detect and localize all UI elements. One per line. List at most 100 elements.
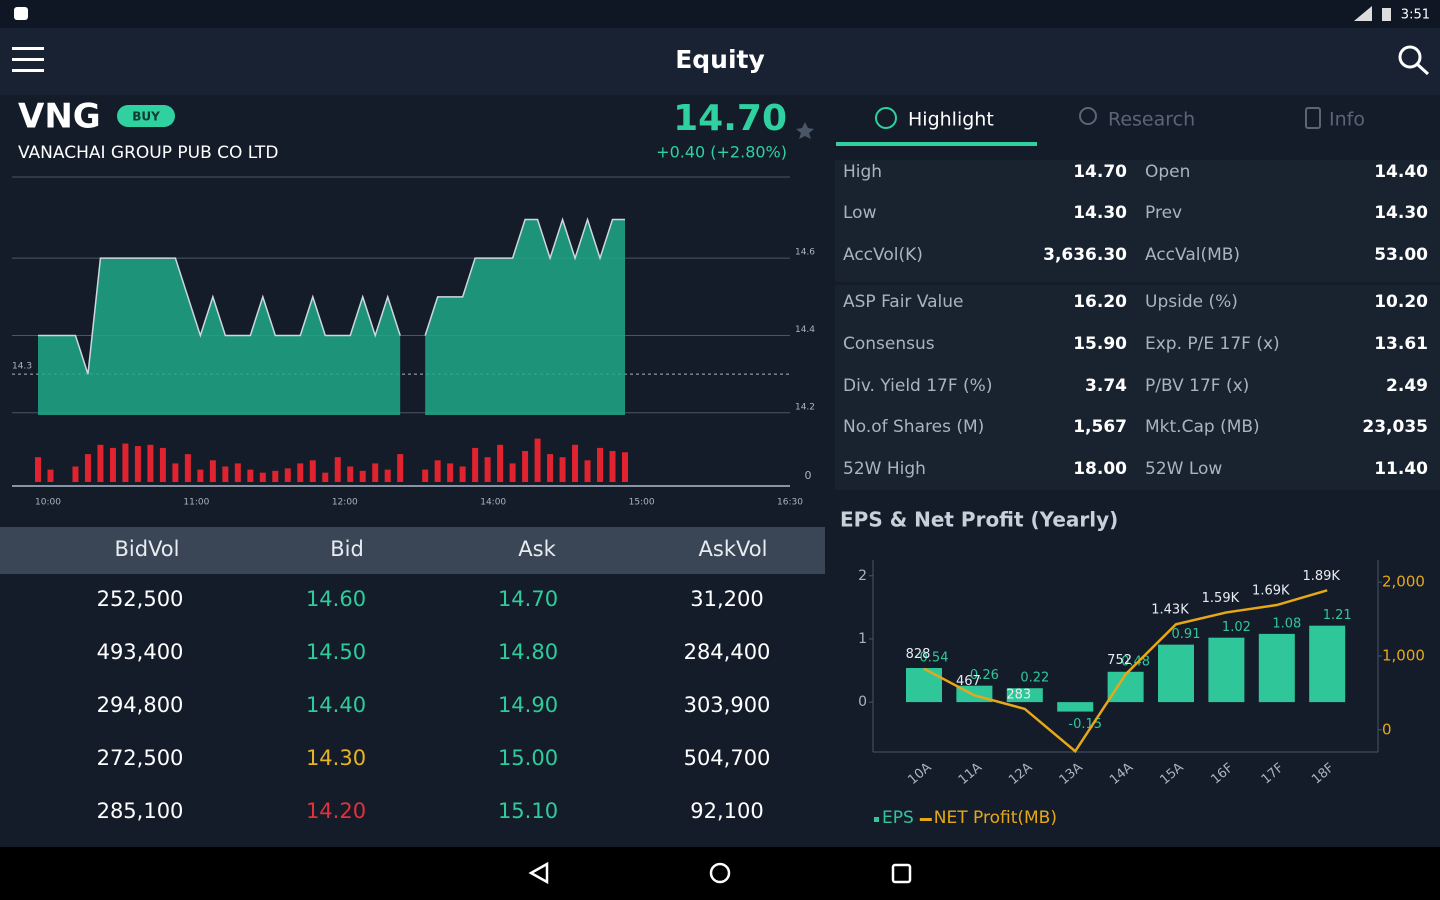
y2-tick-label: 2,000 xyxy=(1382,573,1425,591)
stat-value: 14.40 xyxy=(1374,162,1428,182)
x-tick-label: 14:00 xyxy=(480,498,506,508)
volume-bar xyxy=(472,447,479,482)
order-cell: 15.00 xyxy=(498,746,558,770)
volume-bar xyxy=(35,457,41,482)
stat-label: High xyxy=(843,162,882,182)
profit-label: 1.69K xyxy=(1252,584,1290,599)
home-button[interactable] xyxy=(709,862,731,884)
stat-label: No.of Shares (M) xyxy=(843,417,984,437)
search-button[interactable] xyxy=(1398,45,1430,76)
stat-label: 52W Low xyxy=(1145,459,1222,479)
stat-value: 1,567 xyxy=(1073,417,1127,437)
chart-title: EPS & Net Profit (Yearly) xyxy=(840,508,1118,532)
order-cell: 14.60 xyxy=(306,587,366,611)
volume-bar xyxy=(184,454,191,482)
eps-bar xyxy=(906,668,942,703)
volume-bar xyxy=(259,472,266,482)
order-cell: 303,900 xyxy=(684,693,771,717)
volume-bar xyxy=(522,451,529,482)
prev-close-label: 14.3 xyxy=(12,362,32,372)
order-cell: 31,200 xyxy=(690,587,763,611)
recents-button[interactable] xyxy=(891,863,912,884)
eps-label: 1.02 xyxy=(1222,620,1251,635)
menu-line xyxy=(12,58,44,61)
menu-line xyxy=(12,69,44,72)
stat-label: P/BV 17F (x) xyxy=(1145,376,1249,396)
eps-bar xyxy=(1107,671,1144,703)
profit-label: 283 xyxy=(1006,687,1031,702)
stat-label: Mkt.Cap (MB) xyxy=(1145,417,1260,437)
app-bar xyxy=(0,28,1440,95)
eps-label: 1.21 xyxy=(1323,608,1352,623)
menu-button[interactable] xyxy=(12,47,44,72)
volume-bar xyxy=(284,468,291,482)
volume-bar xyxy=(447,463,454,482)
tab[interactable]: Info xyxy=(1329,109,1365,131)
volume-bar xyxy=(159,447,166,482)
x-tick-label: 15:00 xyxy=(629,498,655,508)
volume-bar xyxy=(484,457,491,482)
order-cell: 15.10 xyxy=(498,799,558,823)
stat-label: Upside (%) xyxy=(1145,292,1238,312)
eps-bar xyxy=(1309,625,1346,703)
volume-bar xyxy=(234,463,241,482)
favorite-star[interactable] xyxy=(796,122,814,139)
order-cell: 284,400 xyxy=(684,640,771,664)
badge xyxy=(117,105,175,127)
column-header: BidVol xyxy=(115,537,180,561)
search-icon xyxy=(1398,45,1422,69)
status-bar xyxy=(0,0,1440,28)
order-cell: 285,100 xyxy=(97,799,184,823)
volume-bar xyxy=(134,446,141,482)
tab-icon xyxy=(1079,107,1097,125)
volume-bar xyxy=(434,460,441,482)
volume-bar xyxy=(497,444,504,482)
profit-line xyxy=(923,589,1328,754)
order-cell: 14.80 xyxy=(498,640,558,664)
volume-bar xyxy=(72,466,79,482)
volume-bar xyxy=(84,454,91,482)
volume-bar xyxy=(547,454,554,482)
volume-bar xyxy=(122,443,129,482)
order-cell: 493,400 xyxy=(97,640,184,664)
back-button[interactable] xyxy=(528,861,549,885)
stat-label: Div. Yield 17F (%) xyxy=(843,376,992,396)
volume-bar xyxy=(597,447,604,482)
y-tick-label: 14.4 xyxy=(795,325,815,335)
stat-value: 10.20 xyxy=(1374,292,1428,312)
price-area xyxy=(38,219,625,415)
stat-label: Exp. P/E 17F (x) xyxy=(1145,334,1280,354)
tab[interactable]: Research xyxy=(1108,109,1195,131)
tab[interactable]: Highlight xyxy=(908,109,994,131)
order-cell: 14.90 xyxy=(498,693,558,717)
volume-bar xyxy=(247,469,254,482)
stat-label: Open xyxy=(1145,162,1190,182)
battery-icon xyxy=(1382,8,1391,21)
order-cell: 272,500 xyxy=(97,746,184,770)
stat-value: 15.90 xyxy=(1073,334,1127,354)
page-title: Equity xyxy=(675,45,765,74)
x-tick-label: 16:30 xyxy=(777,498,803,508)
stat-value: 2.49 xyxy=(1386,376,1428,396)
volume-bar xyxy=(584,460,591,482)
order-cell: 92,100 xyxy=(690,799,763,823)
y-tick-label: 0 xyxy=(858,694,867,710)
stat-value: 11.40 xyxy=(1374,459,1428,479)
volume-bar xyxy=(147,444,154,482)
eps-label: 0.26 xyxy=(970,668,999,683)
eps-label: 0.91 xyxy=(1172,627,1201,642)
volume-bar xyxy=(509,463,516,482)
price-line xyxy=(38,217,625,375)
stats-block xyxy=(835,160,1440,282)
volume-bar xyxy=(572,444,579,482)
volume-bar xyxy=(297,463,304,482)
volume-bar xyxy=(384,469,391,482)
column-header: Bid xyxy=(330,537,364,561)
tab-icon xyxy=(1305,107,1321,129)
order-header-band xyxy=(0,527,825,574)
eps-bar xyxy=(1057,702,1094,712)
company-name: VANACHAI GROUP PUB CO LTD xyxy=(18,143,278,163)
y-tick-label: 14.6 xyxy=(795,248,815,258)
